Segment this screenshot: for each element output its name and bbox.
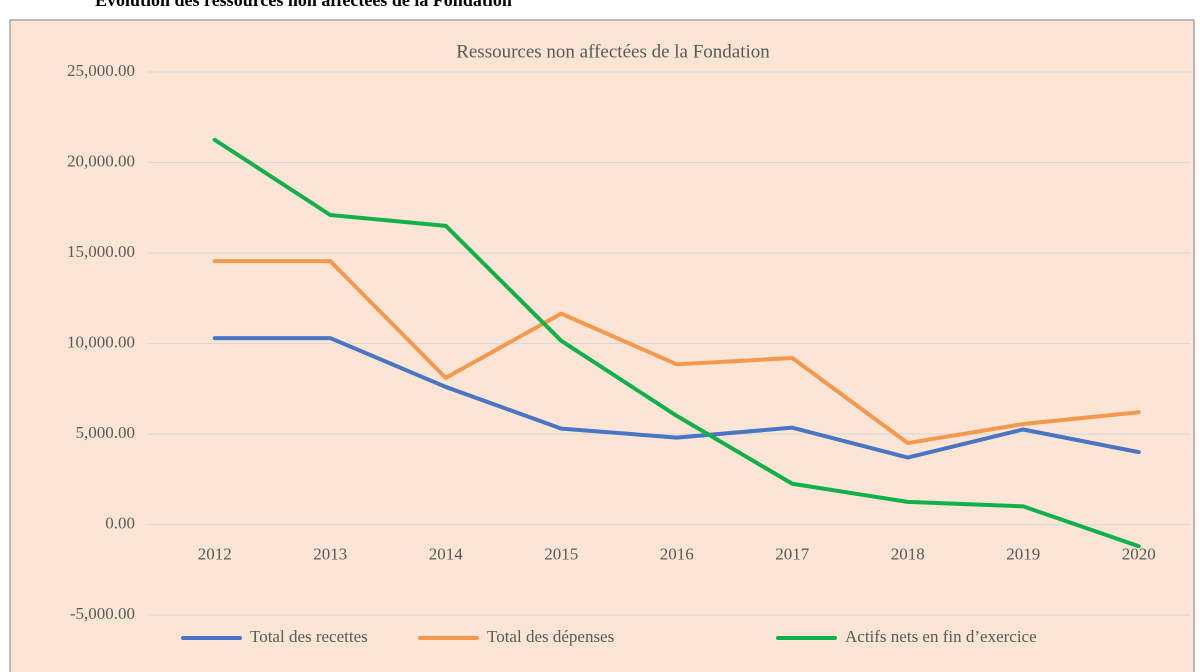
x-tick-label: 2020	[1122, 544, 1156, 563]
chart-title: Ressources non affectées de la Fondation	[456, 41, 770, 62]
y-tick-label: 0.00	[105, 513, 135, 532]
y-tick-label: 20,000.00	[67, 151, 135, 170]
legend-label: Actifs nets en fin d’exercice	[845, 627, 1037, 646]
y-tick-label: -5,000.00	[70, 604, 135, 623]
x-tick-label: 2019	[1006, 544, 1040, 563]
legend-label: Total des dépenses	[487, 627, 614, 646]
x-tick-label: 2013	[313, 544, 347, 563]
line-series	[212, 137, 1141, 549]
y-tick-label: 25,000.00	[67, 61, 135, 80]
x-tick-label: 2012	[198, 544, 232, 563]
x-tick-label: 2015	[544, 544, 578, 563]
x-tick-label: 2017	[775, 544, 810, 563]
y-tick-label: 10,000.00	[67, 332, 135, 351]
line-series	[212, 336, 1141, 460]
y-tick-label: 15,000.00	[67, 242, 135, 261]
chart-frame	[9, 19, 1195, 672]
line-series	[212, 259, 1141, 446]
legend-label: Total des recettes	[250, 627, 368, 646]
heading: Évolution des ressources non affectées d…	[95, 0, 512, 10]
x-tick-label: 2014	[429, 544, 464, 563]
x-tick-label: 2018	[891, 544, 925, 563]
x-tick-label: 2016	[660, 544, 694, 563]
y-tick-label: 5,000.00	[76, 423, 136, 442]
